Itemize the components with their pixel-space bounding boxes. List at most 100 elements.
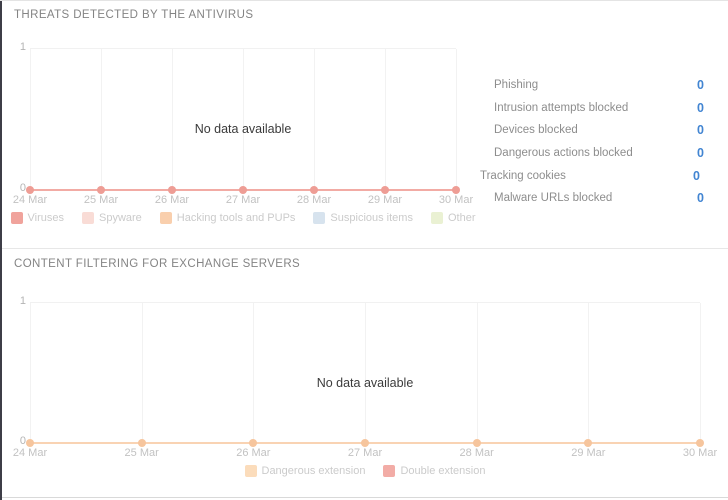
stat-value[interactable]: 0 — [697, 78, 704, 93]
legend-label: Suspicious items — [330, 212, 413, 224]
stat-row-tracking-cookies[interactable]: Tracking cookies 0 — [480, 164, 704, 187]
bottom-divider — [0, 497, 728, 498]
stat-label: Phishing — [494, 79, 539, 92]
x-axis-label: 25 Mar — [124, 447, 159, 459]
data-point-marker — [584, 439, 593, 447]
gridline — [253, 303, 255, 443]
legend-swatch — [430, 212, 443, 224]
y-axis-tick-bottom: 0 — [19, 435, 26, 447]
x-axis-label: 30 Mar — [438, 194, 474, 206]
stat-label: Malware URLs blocked — [494, 192, 613, 205]
legend-swatch — [313, 212, 326, 224]
stat-label: Devices blocked — [494, 124, 578, 137]
exchange-chart: No data available 24 Mar 25 Mar 26 Mar 2… — [13, 302, 717, 459]
legend-label: Hacking tools and PUPs — [176, 212, 296, 224]
data-point-marker — [361, 439, 369, 447]
legend-swatch — [244, 465, 257, 477]
legend-label: Other — [447, 212, 476, 224]
data-point-marker — [452, 186, 460, 194]
data-point-marker — [249, 439, 258, 447]
no-data-message: No data available — [316, 375, 414, 390]
threat-stats-list: Phishing 0 Intrusion attempts blocked 0 … — [480, 74, 704, 210]
stat-value[interactable]: 0 — [697, 146, 704, 161]
data-point-marker — [380, 186, 389, 194]
x-axis-label: 24 Mar — [12, 447, 48, 459]
legend-item-spyware[interactable]: Spyware — [82, 212, 142, 224]
legend-item-double-extension[interactable]: Double extension — [383, 465, 485, 477]
gridline — [30, 49, 31, 190]
legend-item-dangerous-extension[interactable]: Dangerous extension — [244, 465, 366, 477]
threats-chart-legend: Viruses Spyware Hacking tools and PUPs S… — [10, 212, 475, 224]
gridline — [456, 49, 457, 190]
legend-item-other[interactable]: Other — [430, 212, 476, 224]
stat-row-malware-urls[interactable]: Malware URLs blocked 0 — [480, 187, 704, 210]
stat-value[interactable]: 0 — [693, 168, 700, 183]
data-point-marker — [472, 439, 481, 447]
legend-label: Double extension — [400, 465, 486, 477]
y-axis-tick-top: 1 — [19, 295, 26, 307]
data-point-marker — [239, 186, 247, 194]
stat-row-dangerous-actions[interactable]: Dangerous actions blocked 0 — [480, 142, 704, 165]
legend-swatch — [10, 212, 23, 224]
gridline — [476, 303, 478, 443]
legend-swatch — [383, 465, 396, 477]
threats-plot-area: No data available — [26, 48, 460, 194]
legend-swatch — [159, 212, 172, 224]
gridline — [384, 49, 386, 190]
data-point-marker — [167, 186, 176, 194]
data-point-marker — [97, 186, 105, 194]
legend-swatch — [82, 212, 94, 224]
legend-label: Dangerous extension — [261, 465, 366, 477]
x-axis-label: 28 Mar — [296, 194, 332, 206]
x-axis-label: 27 Mar — [225, 194, 261, 206]
stat-label: Tracking cookies — [480, 169, 566, 182]
gridline — [588, 303, 590, 443]
stat-value[interactable]: 0 — [697, 191, 704, 206]
gridline — [30, 303, 31, 443]
gridline — [365, 303, 366, 443]
x-axis-label: 29 Mar — [571, 447, 606, 459]
data-point-marker — [310, 186, 318, 194]
y-axis-tick-top: 1 — [19, 41, 26, 53]
panel-content-filtering: CONTENT FILTERING FOR EXCHANGE SERVERS 1… — [0, 248, 728, 497]
x-axis-label: 28 Mar — [459, 447, 494, 459]
panel-threats-detected: THREATS DETECTED BY THE ANTIVIRUS 1 0 — [0, 1, 728, 248]
x-axis-label: 29 Mar — [367, 194, 403, 206]
y-axis-tick-bottom: 0 — [19, 182, 26, 194]
stat-value[interactable]: 0 — [697, 123, 704, 138]
legend-item-viruses[interactable]: Viruses — [10, 212, 64, 224]
data-point-marker — [696, 439, 704, 447]
exchange-chart-legend: Dangerous extension Double extension — [30, 465, 700, 477]
x-axis-label: 25 Mar — [83, 194, 119, 206]
stat-value[interactable]: 0 — [697, 100, 704, 115]
window-left-border — [0, 1, 2, 500]
stat-row-phishing[interactable]: Phishing 0 — [480, 74, 704, 97]
panel-title-threats: THREATS DETECTED BY THE ANTIVIRUS — [14, 9, 254, 21]
legend-item-suspicious-items[interactable]: Suspicious items — [313, 212, 413, 224]
gridline — [171, 49, 173, 190]
no-data-message: No data available — [194, 122, 292, 137]
stat-label: Intrusion attempts blocked — [494, 101, 629, 114]
exchange-plot-area: No data available — [26, 302, 704, 447]
x-axis-label: 27 Mar — [347, 447, 383, 459]
legend-item-hacking-tools[interactable]: Hacking tools and PUPs — [159, 212, 296, 224]
legend-label: Spyware — [99, 212, 142, 224]
gridline — [101, 49, 102, 190]
threats-chart: No data available 24 Mar 25 Mar 26 Mar 2… — [13, 48, 473, 206]
x-axis-label: 30 Mar — [682, 447, 718, 459]
stat-row-intrusion-attempts[interactable]: Intrusion attempts blocked 0 — [480, 97, 704, 120]
stat-label: Dangerous actions blocked — [494, 147, 633, 160]
legend-label: Viruses — [27, 212, 64, 224]
x-axis-label: 26 Mar — [154, 194, 190, 206]
data-point-marker — [26, 186, 34, 194]
data-point-marker — [26, 439, 34, 447]
gridline — [141, 303, 143, 443]
data-point-marker — [137, 439, 146, 447]
x-axis-label: 24 Mar — [12, 194, 48, 206]
stat-row-devices-blocked[interactable]: Devices blocked 0 — [480, 119, 704, 142]
gridline — [700, 303, 701, 443]
gridline — [243, 49, 244, 190]
gridline — [314, 49, 315, 190]
x-axis-label: 26 Mar — [236, 447, 271, 459]
